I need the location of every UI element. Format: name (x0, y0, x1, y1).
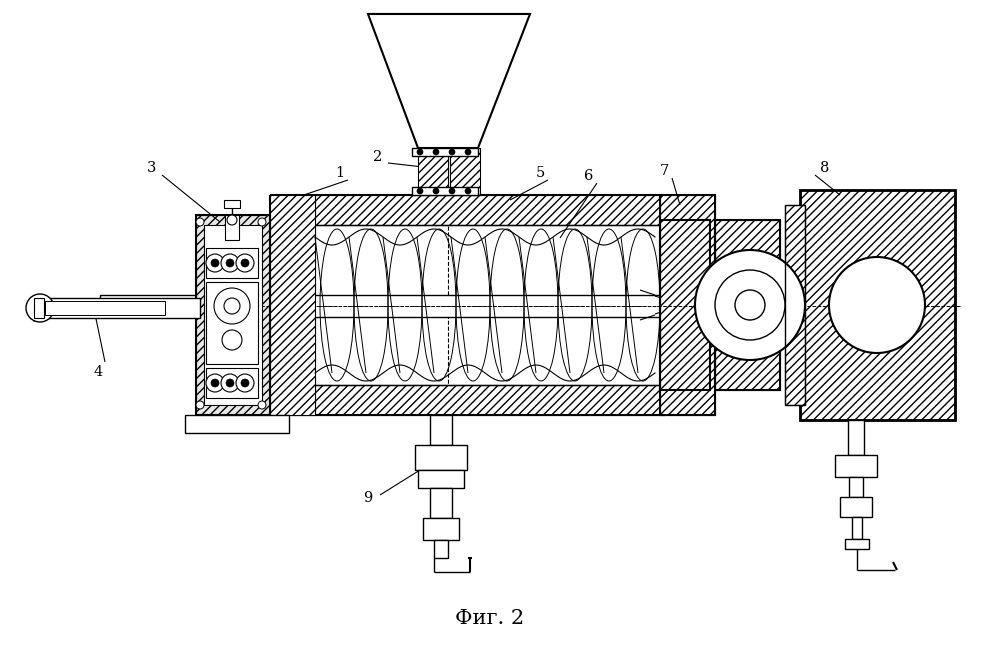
Bar (660, 195, 715, 415)
Bar (660, 220, 710, 390)
Circle shape (735, 290, 765, 320)
Bar (430, 488, 452, 518)
Circle shape (829, 257, 925, 353)
Circle shape (226, 379, 234, 387)
Circle shape (222, 330, 242, 350)
Circle shape (211, 259, 219, 267)
Circle shape (695, 250, 805, 360)
Bar (840, 497, 872, 517)
Bar (100, 295, 860, 317)
Polygon shape (368, 14, 530, 148)
Bar (412, 187, 478, 195)
Bar (715, 220, 780, 390)
Circle shape (433, 188, 439, 194)
Bar (434, 540, 448, 558)
Bar (849, 477, 863, 497)
Circle shape (221, 254, 239, 272)
Bar (196, 215, 270, 415)
Text: 7: 7 (659, 164, 668, 178)
Circle shape (226, 259, 234, 267)
Bar (660, 220, 710, 390)
Circle shape (196, 401, 204, 409)
Bar (418, 148, 448, 195)
Circle shape (206, 374, 224, 392)
Bar (785, 205, 805, 405)
Text: 5: 5 (535, 166, 544, 180)
Circle shape (258, 218, 266, 226)
Bar (845, 539, 869, 549)
Text: 1: 1 (336, 166, 345, 180)
Text: 6: 6 (584, 169, 593, 183)
Bar (430, 415, 452, 445)
Bar (785, 205, 805, 405)
Circle shape (221, 374, 239, 392)
Bar (715, 220, 780, 390)
Circle shape (26, 294, 54, 322)
Bar (206, 368, 258, 398)
Bar (204, 225, 262, 405)
Bar (38, 298, 200, 318)
Bar (225, 215, 239, 240)
Circle shape (241, 379, 249, 387)
Text: 3: 3 (147, 161, 157, 175)
Circle shape (417, 188, 423, 194)
Bar (206, 282, 258, 364)
Circle shape (465, 188, 471, 194)
Text: 4: 4 (93, 365, 103, 379)
Circle shape (236, 374, 254, 392)
Bar (415, 445, 467, 470)
Circle shape (196, 218, 204, 226)
Bar (800, 190, 955, 420)
Text: 2: 2 (374, 150, 383, 164)
Bar (270, 385, 665, 415)
Bar (34, 298, 44, 318)
Circle shape (224, 298, 240, 314)
Bar (224, 200, 240, 208)
Text: Фиг. 2: Фиг. 2 (456, 609, 524, 628)
Bar (835, 455, 877, 477)
Circle shape (214, 288, 250, 324)
Bar (852, 517, 862, 539)
Bar (206, 248, 258, 278)
Bar (450, 148, 480, 195)
Circle shape (465, 149, 471, 155)
Bar (423, 518, 459, 540)
Bar (270, 225, 665, 385)
Circle shape (449, 149, 455, 155)
Text: 9: 9 (364, 491, 373, 505)
Bar (270, 195, 315, 415)
Bar (418, 470, 464, 488)
Circle shape (258, 401, 266, 409)
Circle shape (211, 379, 219, 387)
Bar (196, 215, 270, 415)
Circle shape (449, 188, 455, 194)
Bar (848, 420, 864, 455)
Bar (412, 148, 478, 156)
Bar (660, 195, 715, 415)
Text: 8: 8 (820, 161, 830, 175)
Bar (270, 195, 665, 225)
Circle shape (236, 254, 254, 272)
Circle shape (206, 254, 224, 272)
Circle shape (241, 259, 249, 267)
Bar (800, 190, 955, 420)
Circle shape (417, 149, 423, 155)
Bar (45, 301, 165, 315)
Circle shape (227, 215, 237, 225)
Circle shape (715, 270, 785, 340)
Circle shape (433, 149, 439, 155)
Bar (185, 415, 289, 433)
